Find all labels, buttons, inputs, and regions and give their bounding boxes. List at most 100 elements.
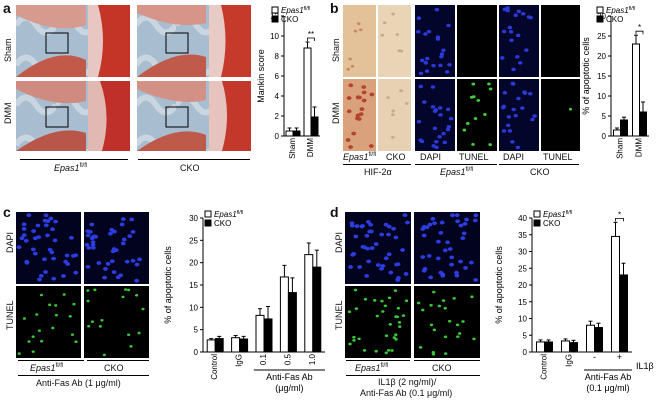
nucleus-dot xyxy=(420,58,425,63)
category-label: IgG xyxy=(235,354,244,367)
panel-b-sublabel-tunel-1: TUNEL xyxy=(459,152,489,162)
nucleus-dot xyxy=(469,95,474,99)
nucleus-dot xyxy=(366,259,372,264)
image-c-tunel-cko xyxy=(84,286,149,358)
nucleus-dot xyxy=(439,220,445,225)
panel-a-letter: a xyxy=(3,0,11,16)
nucleus-dot xyxy=(456,335,460,339)
chart-c: 0 5 10 15 20 25 30 % of apoptotic cells Control I… xyxy=(163,210,325,393)
nucleus-dot xyxy=(458,259,463,264)
nucleus-dot xyxy=(86,299,90,303)
nucleus-dot xyxy=(524,48,529,52)
panel-b-sublabel-cko: CKO xyxy=(386,152,406,162)
nucleus-dot xyxy=(90,243,96,247)
nucleus-dot xyxy=(350,64,355,68)
nucleus-dot xyxy=(501,129,507,133)
panel-d-underline-1 xyxy=(346,360,410,361)
panel-d-images xyxy=(345,212,480,358)
panel-b-group-hif: HIF-2α xyxy=(364,167,392,177)
image-b-dmm-dapi-cko xyxy=(499,79,539,151)
nucleus-dot xyxy=(462,221,468,226)
panel-a-col-underline-2 xyxy=(138,159,250,160)
nucleus-dot xyxy=(473,213,479,218)
nucleus-dot xyxy=(47,247,53,252)
bar xyxy=(611,235,620,353)
nucleus-dot xyxy=(418,71,424,76)
nucleus-dot xyxy=(472,218,478,223)
nucleus-dot xyxy=(62,293,66,296)
nucleus-dot xyxy=(416,29,421,34)
nucleus-dot xyxy=(353,288,358,292)
nucleus-dot xyxy=(511,82,516,86)
nucleus-dot xyxy=(403,272,409,276)
nucleus-dot xyxy=(87,230,93,234)
image-d-dapi-flfl xyxy=(345,212,411,284)
nucleus-dot xyxy=(429,303,433,307)
legend-swatch xyxy=(271,15,279,23)
nucleus-dot xyxy=(443,335,448,339)
nucleus-dot xyxy=(447,319,452,323)
chart-d: 0 5 10 15 20 25 30 35 40 % of apoptotic cells Cont… xyxy=(494,210,654,393)
nucleus-dot xyxy=(399,89,403,93)
nucleus-dot xyxy=(438,63,443,68)
panel-a-histology-images xyxy=(16,5,251,151)
bar xyxy=(287,292,297,353)
nucleus-dot xyxy=(509,38,514,42)
nucleus-dot xyxy=(347,310,352,314)
nucleus-dot xyxy=(354,224,360,228)
image-d-tunel-cko xyxy=(414,286,480,358)
legend-label: CKO xyxy=(214,219,231,228)
nucleus-dot xyxy=(461,320,465,323)
nucleus-dot xyxy=(400,248,405,252)
y-tick-label: 40 xyxy=(518,214,527,223)
nucleus-dot xyxy=(22,317,26,320)
panel-b-row-label-dmm: DMM xyxy=(331,102,341,125)
y-tick-label: 20 xyxy=(597,52,606,61)
nucleus-dot xyxy=(348,265,353,269)
nucleus-dot xyxy=(383,256,389,261)
nucleus-dot xyxy=(445,107,451,112)
nucleus-dot xyxy=(421,233,427,238)
y-tick-label: 25 xyxy=(518,264,527,273)
bar xyxy=(206,339,216,353)
nucleus-dot xyxy=(16,245,22,250)
nucleus-dot xyxy=(346,109,352,114)
nucleus-dot xyxy=(452,297,456,300)
nucleus-dot xyxy=(426,254,432,258)
panel-c-caption-line xyxy=(18,375,149,376)
panel-b-group-cko: CKO xyxy=(530,167,550,177)
y-tick-label: 25 xyxy=(189,236,198,245)
nucleus-dot xyxy=(426,29,432,34)
nucleus-dot xyxy=(380,33,385,37)
nucleus-dot xyxy=(126,288,131,292)
nucleus-dot xyxy=(391,12,395,16)
nucleus-dot xyxy=(424,69,430,73)
panel-b-underline-3 xyxy=(499,164,579,165)
nucleus-dot xyxy=(396,276,401,280)
nucleus-dot xyxy=(52,238,58,243)
y-axis-label: % of apoptotic cells xyxy=(581,37,591,115)
nucleus-dot xyxy=(441,299,446,303)
nucleus-dot xyxy=(103,266,108,271)
nucleus-dot xyxy=(354,307,359,310)
nucleus-dot xyxy=(430,105,436,109)
image-a-sham-cko xyxy=(137,5,251,77)
nucleus-dot xyxy=(416,301,421,305)
y-tick-label: 0 xyxy=(194,348,199,357)
bar xyxy=(231,337,241,353)
significance-label: ** xyxy=(308,30,314,39)
nucleus-dot xyxy=(511,67,516,72)
nucleus-dot xyxy=(24,259,30,264)
nucleus-dot xyxy=(35,223,41,228)
y-tick-label: 30 xyxy=(518,248,527,257)
bar xyxy=(586,324,595,353)
nucleus-dot xyxy=(352,335,356,339)
nucleus-dot xyxy=(346,96,352,101)
nucleus-dot xyxy=(50,227,55,232)
nucleus-dot xyxy=(419,139,425,144)
nucleus-dot xyxy=(42,257,47,262)
nucleus-dot xyxy=(461,231,467,236)
panel-b-group-flfl: Epas1fl/fl xyxy=(440,167,474,177)
nucleus-dot xyxy=(74,340,78,343)
nucleus-dot xyxy=(422,266,428,271)
